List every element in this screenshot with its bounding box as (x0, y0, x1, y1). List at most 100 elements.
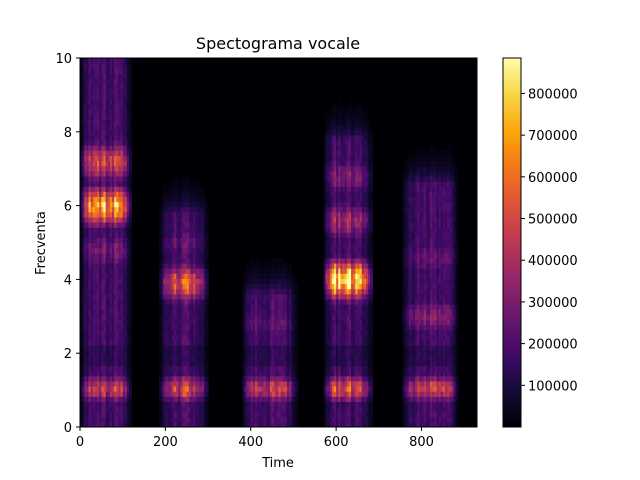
heatmap-cell (129, 63, 132, 69)
heatmap-cell (114, 93, 117, 100)
heatmap-cell (178, 375, 181, 382)
heatmap-cell (363, 119, 367, 126)
heatmap-cell (205, 339, 209, 346)
heatmap-cell (84, 83, 88, 90)
heatmap-cell (124, 334, 128, 341)
heatmap-cell (116, 406, 120, 413)
heatmap-cell (90, 416, 94, 423)
heatmap-cell (171, 339, 175, 346)
heatmap-cell (255, 411, 258, 418)
heatmap-cell (342, 386, 346, 392)
heatmap-cell (353, 319, 356, 326)
heatmap-cell (103, 273, 107, 279)
heatmap-cell (351, 114, 354, 121)
heatmap-cell (112, 365, 115, 372)
heatmap-cell (165, 386, 169, 392)
heatmap-cell (280, 293, 284, 300)
heatmap-cell (363, 375, 367, 382)
heatmap-cell (105, 109, 109, 115)
heatmap-cell (193, 329, 196, 336)
heatmap-cell (173, 380, 177, 387)
heatmap-cell (80, 386, 83, 392)
heatmap-cell (188, 211, 192, 218)
heatmap-cell (129, 329, 132, 336)
heatmap-cell (357, 160, 361, 167)
heatmap-cell (325, 257, 329, 264)
heatmap-cell (336, 329, 339, 336)
heatmap-cell (165, 406, 169, 413)
heatmap-cell (344, 155, 348, 162)
heatmap-cell (357, 298, 361, 305)
heatmap-cell (80, 175, 83, 182)
heatmap-cell (171, 406, 175, 413)
heatmap-cell (94, 160, 98, 167)
heatmap-cell (205, 365, 209, 372)
heatmap-cell (346, 222, 350, 228)
heatmap-cell (114, 391, 117, 397)
heatmap-cell (190, 380, 194, 387)
heatmap-cell (346, 175, 350, 182)
heatmap-cell (80, 293, 83, 300)
heatmap-cell (252, 329, 256, 336)
heatmap-cell (129, 206, 132, 213)
heatmap-cell (284, 324, 288, 331)
heatmap-cell (205, 252, 209, 259)
heatmap-cell (94, 114, 98, 121)
heatmap-cell (346, 293, 350, 300)
heatmap-cell (122, 396, 126, 402)
heatmap-cell (346, 304, 350, 310)
heatmap-cell (197, 293, 201, 300)
heatmap-cell (80, 401, 83, 408)
heatmap-cell (325, 391, 329, 397)
heatmap-cell (327, 350, 331, 356)
heatmap-cell (280, 324, 284, 331)
heatmap-cell (267, 304, 271, 310)
heatmap-cell (366, 242, 369, 249)
heatmap-cell (353, 345, 356, 351)
heatmap-cell (120, 314, 124, 320)
heatmap-cell (92, 406, 96, 413)
heatmap-cell (129, 104, 132, 110)
heatmap-cell (327, 227, 331, 233)
heatmap-cell (120, 293, 124, 300)
heatmap-cell (82, 58, 85, 64)
heatmap-cell (80, 411, 83, 418)
heatmap-cell (120, 58, 124, 64)
heatmap-cell (327, 416, 331, 423)
heatmap-cell (325, 181, 329, 187)
heatmap-cell (203, 411, 207, 418)
heatmap-cell (176, 355, 179, 361)
heatmap-cell (269, 257, 273, 264)
heatmap-cell (287, 314, 290, 320)
heatmap-cell (84, 237, 88, 244)
heatmap-cell (338, 375, 341, 382)
heatmap-cell (124, 191, 128, 197)
heatmap-cell (107, 58, 111, 64)
heatmap-cell (348, 160, 352, 167)
heatmap-cell (333, 155, 337, 162)
heatmap-cell (353, 278, 356, 285)
heatmap-cell (84, 293, 88, 300)
heatmap-cell (112, 288, 115, 295)
heatmap-cell (163, 181, 166, 187)
heatmap-cell (129, 211, 132, 218)
heatmap-cell (161, 324, 164, 331)
heatmap-cell (97, 268, 100, 274)
heatmap-cell (244, 278, 248, 285)
heatmap-cell (197, 304, 201, 310)
heatmap-cell (257, 304, 260, 310)
heatmap-cell (163, 237, 166, 244)
heatmap-cell (263, 345, 267, 351)
heatmap-cell (329, 293, 333, 300)
heatmap-cell (357, 421, 361, 427)
heatmap-cell (340, 401, 344, 408)
heatmap-cell (336, 247, 339, 254)
heatmap-cell (116, 155, 120, 162)
heatmap-cell (333, 380, 337, 387)
heatmap-cell (274, 319, 277, 326)
heatmap-cell (188, 345, 192, 351)
heatmap-cell (167, 324, 171, 331)
heatmap-cell (86, 170, 90, 177)
heatmap-cell (90, 273, 94, 279)
heatmap-cell (90, 78, 94, 85)
